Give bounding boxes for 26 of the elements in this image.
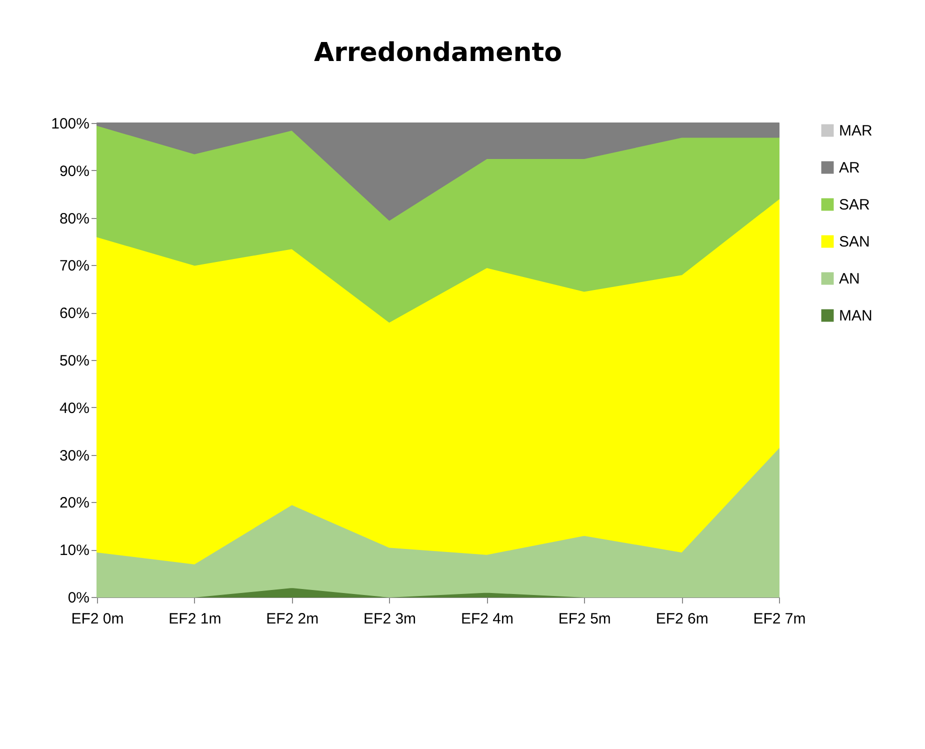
x-tick-label: EF2 1m bbox=[168, 610, 222, 628]
x-tick-label: EF2 2m bbox=[266, 610, 319, 628]
y-tick-label: 60% bbox=[59, 305, 90, 322]
x-tick-label: EF2 4m bbox=[460, 610, 514, 628]
y-tick-label: 80% bbox=[59, 210, 90, 228]
x-tick-label: EF2 5m bbox=[558, 610, 611, 628]
y-tick-label: 40% bbox=[59, 400, 90, 417]
y-tick-label: 10% bbox=[59, 542, 90, 560]
x-tick-label: EF2 7m bbox=[753, 610, 806, 628]
y-tick-label: 20% bbox=[59, 494, 90, 512]
y-tick-label: 70% bbox=[59, 258, 90, 275]
y-tick-label: 30% bbox=[59, 447, 90, 464]
legend-label: SAN bbox=[839, 234, 870, 250]
chart-title: Arredondamento bbox=[314, 38, 562, 68]
x-tick-label: EF2 3m bbox=[364, 610, 416, 628]
legend-label: AR bbox=[839, 160, 860, 176]
legend-label: SAR bbox=[839, 196, 870, 214]
y-tick-label: 0% bbox=[68, 590, 90, 606]
y-tick-label: 100% bbox=[51, 116, 90, 132]
y-tick-label: 90% bbox=[59, 162, 90, 180]
legend-label: MAN bbox=[839, 308, 872, 324]
legend-label: MAR bbox=[839, 122, 872, 140]
y-tick-label: 50% bbox=[59, 352, 90, 370]
x-tick-label: EF2 6m bbox=[656, 610, 708, 628]
x-tick-label: EF2 0m bbox=[71, 610, 124, 628]
legend-label: AN bbox=[839, 270, 860, 288]
